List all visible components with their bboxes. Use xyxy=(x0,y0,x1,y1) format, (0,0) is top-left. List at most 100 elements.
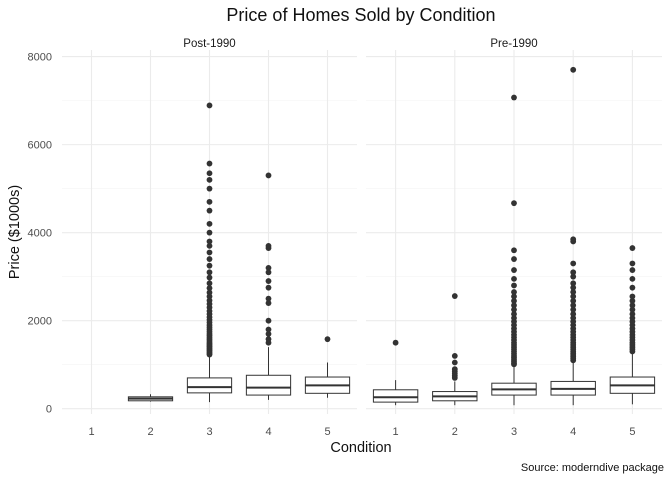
x-tick-label: 5 xyxy=(324,426,330,438)
outlier-point xyxy=(206,229,213,236)
x-tick-label: 3 xyxy=(511,426,517,438)
box-group xyxy=(491,94,537,406)
outlier-point xyxy=(511,282,517,289)
box xyxy=(372,389,419,403)
outlier-point xyxy=(206,289,213,296)
outlier-point xyxy=(511,311,517,317)
box-group xyxy=(609,245,656,405)
outlier-point xyxy=(511,293,517,300)
box-group xyxy=(245,172,292,400)
outlier-point xyxy=(206,160,213,167)
outlier-point xyxy=(206,207,213,214)
outlier-point xyxy=(265,284,272,291)
y-tick-label: 4000 xyxy=(28,228,52,240)
outlier-point xyxy=(570,297,577,304)
chart-title: Price of Homes Sold by Condition xyxy=(226,5,495,25)
box-group xyxy=(186,102,233,403)
box-group xyxy=(372,339,419,406)
outlier-point xyxy=(265,317,272,324)
outlier-point xyxy=(265,242,272,249)
outlier-point xyxy=(629,302,636,309)
x-axis-title: Condition xyxy=(330,440,391,456)
y-tick-label: 2000 xyxy=(28,316,52,328)
outlier-point xyxy=(570,273,577,280)
x-tick-label: 4 xyxy=(265,426,271,438)
outlier-point xyxy=(511,302,517,309)
outlier-point xyxy=(629,275,636,282)
outlier-point xyxy=(206,170,213,177)
outlier-point xyxy=(570,293,577,300)
outlier-point xyxy=(629,311,636,317)
outlier-point xyxy=(451,366,458,373)
outlier-point xyxy=(265,269,272,276)
facet-strip-label: Post-1990 xyxy=(183,38,235,50)
chart-caption: Source: moderndive package xyxy=(521,462,664,474)
outlier-point xyxy=(451,359,458,366)
y-axis-ticks: 0 2000 4000 6000 8000 xyxy=(28,52,52,416)
outlier-point xyxy=(629,245,636,251)
outlier-point xyxy=(206,238,213,245)
outlier-point xyxy=(629,260,636,267)
outlier-point xyxy=(206,249,213,256)
outlier-point xyxy=(570,66,577,73)
outlier-point xyxy=(570,260,577,267)
outlier-point xyxy=(392,339,399,346)
y-tick-label: 8000 xyxy=(28,52,52,64)
box xyxy=(186,377,233,394)
outlier-point xyxy=(265,264,272,271)
outlier-point xyxy=(629,267,636,273)
box-group xyxy=(550,66,596,406)
outlier-point xyxy=(511,200,517,207)
outlier-point xyxy=(265,300,272,306)
outlier-point xyxy=(265,326,272,333)
outlier-point xyxy=(570,302,577,309)
outlier-point xyxy=(570,311,577,317)
facet-panel: Pre-1990 1 2 3 4 5 xyxy=(366,38,662,438)
outlier-point xyxy=(511,289,517,295)
outlier-point xyxy=(511,94,517,101)
outlier-point xyxy=(206,285,213,292)
box-group xyxy=(127,394,174,402)
outlier-point xyxy=(206,198,213,205)
outlier-point xyxy=(629,284,636,291)
x-tick-label: 4 xyxy=(570,426,576,438)
outlier-point xyxy=(206,185,213,192)
outlier-point xyxy=(451,293,458,299)
outlier-point xyxy=(629,293,636,300)
outlier-point xyxy=(451,353,458,359)
outlier-point xyxy=(265,330,272,337)
outlier-point xyxy=(511,297,517,304)
facet-panel: Post-1990 1 2 3 4 5 xyxy=(62,38,357,438)
outlier-point xyxy=(570,280,577,287)
box-group xyxy=(432,293,478,406)
outlier-point xyxy=(570,284,577,291)
x-tick-label: 3 xyxy=(206,426,212,438)
outlier-point xyxy=(629,306,636,313)
outlier-point xyxy=(511,256,517,262)
outlier-point xyxy=(265,278,272,284)
outlier-point xyxy=(324,336,331,343)
outlier-point xyxy=(511,247,517,254)
x-tick-label: 2 xyxy=(452,426,458,438)
outlier-point xyxy=(570,289,577,295)
outlier-point xyxy=(511,267,517,273)
x-tick-label: 2 xyxy=(147,426,153,438)
facet-panels: Post-1990 1 2 3 4 5 Pre-1990 1 2 3 4 5 xyxy=(62,38,662,438)
y-tick-label: 6000 xyxy=(28,140,52,152)
outlier-point xyxy=(265,172,272,179)
y-tick-label: 0 xyxy=(46,404,52,416)
outlier-point xyxy=(206,242,213,249)
outlier-point xyxy=(511,306,517,313)
outlier-point xyxy=(265,295,272,302)
outlier-point xyxy=(206,274,213,281)
outlier-point xyxy=(570,269,577,276)
outlier-point xyxy=(629,297,636,304)
outlier-point xyxy=(206,220,213,227)
outlier-point xyxy=(206,269,213,276)
outlier-point xyxy=(570,306,577,313)
box xyxy=(245,374,292,396)
outlier-point xyxy=(206,280,213,287)
box-group xyxy=(304,336,351,398)
x-tick-label: 1 xyxy=(393,426,399,438)
